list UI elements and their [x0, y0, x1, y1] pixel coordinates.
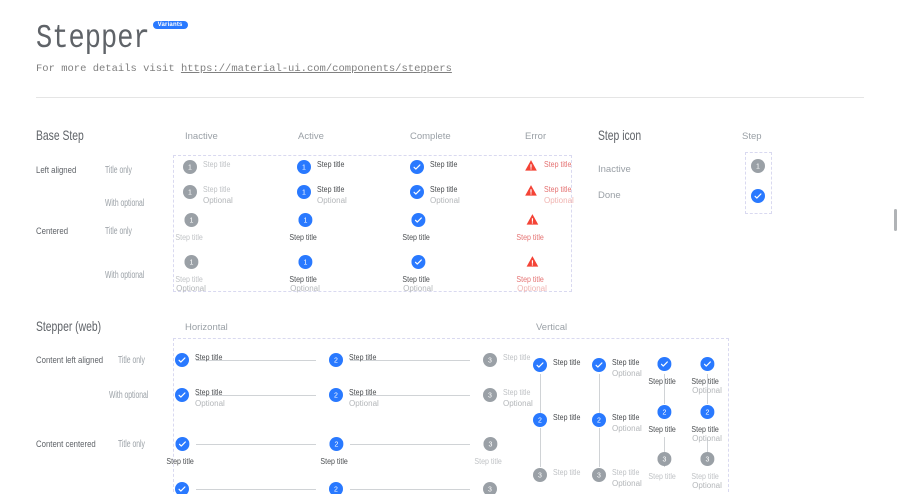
- svg-text:1: 1: [303, 259, 307, 266]
- svg-text:1: 1: [189, 259, 193, 266]
- svg-text:1: 1: [188, 164, 192, 171]
- svg-text:2: 2: [334, 441, 338, 448]
- svg-text:1: 1: [188, 189, 192, 196]
- svg-text:2: 2: [597, 417, 601, 424]
- svg-text:3: 3: [662, 456, 666, 463]
- svg-text:2: 2: [705, 409, 709, 416]
- svg-text:3: 3: [488, 441, 492, 448]
- svg-text:1: 1: [302, 189, 306, 196]
- svg-text:2: 2: [334, 486, 338, 493]
- svg-text:1: 1: [756, 163, 760, 170]
- svg-text:1: 1: [189, 217, 193, 224]
- svg-text:2: 2: [538, 417, 542, 424]
- svg-text:3: 3: [705, 456, 709, 463]
- svg-text:2: 2: [334, 357, 338, 364]
- svg-text:2: 2: [334, 392, 338, 399]
- svg-text:3: 3: [538, 472, 542, 479]
- svg-text:2: 2: [662, 409, 666, 416]
- svg-text:3: 3: [488, 392, 492, 399]
- svg-text:1: 1: [303, 217, 307, 224]
- svg-text:1: 1: [302, 164, 306, 171]
- svg-text:3: 3: [597, 472, 601, 479]
- svg-text:3: 3: [488, 486, 492, 493]
- svg-text:3: 3: [488, 357, 492, 364]
